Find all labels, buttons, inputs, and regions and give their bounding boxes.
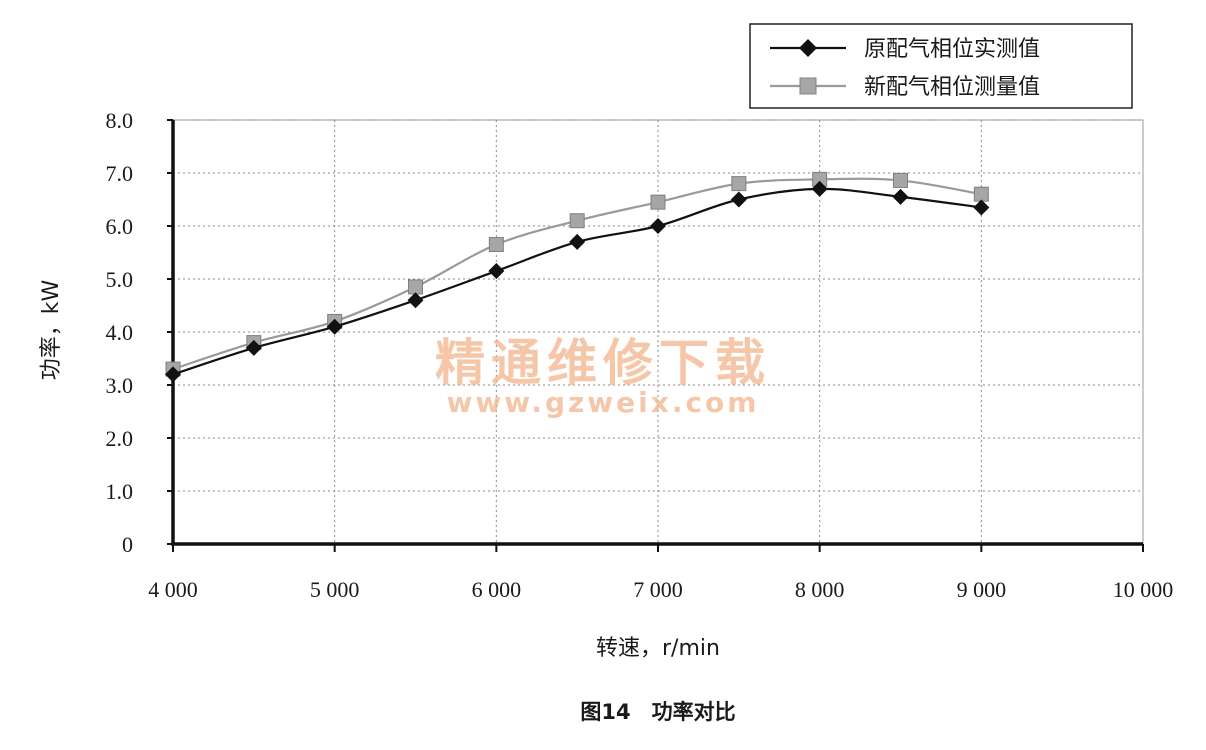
- x-tick-label: 10 000: [1113, 577, 1174, 602]
- data-point-new: [408, 279, 423, 295]
- legend: 原配气相位实测值 新配气相位测量值: [749, 23, 1133, 109]
- y-tick-label: 7.0: [106, 161, 134, 186]
- x-tick-label: 5 000: [310, 577, 360, 602]
- series-lines: [165, 171, 990, 383]
- data-point-original: [488, 263, 505, 280]
- data-point-new: [650, 194, 666, 210]
- data-point-new: [893, 172, 908, 188]
- legend-marker-square: [799, 77, 817, 95]
- axes: [167, 119, 1144, 552]
- legend-label-new: 新配气相位测量值: [864, 75, 1040, 100]
- watermark-url: www.gzweix.com: [447, 386, 760, 419]
- y-tick-label: 4.0: [106, 320, 134, 345]
- data-point-new: [569, 213, 585, 229]
- x-tick-label: 7 000: [633, 577, 683, 602]
- data-point-original: [407, 292, 424, 309]
- y-tick-label: 2.0: [106, 426, 134, 451]
- data-point-new: [488, 237, 504, 253]
- y-tick-label: 5.0: [106, 267, 134, 292]
- x-tick-label: 6 000: [472, 577, 522, 602]
- y-tick-label: 0: [122, 532, 133, 557]
- data-point-original: [569, 233, 586, 250]
- y-tick-label: 3.0: [106, 373, 134, 398]
- y-axis-title: 功率，kW: [39, 280, 64, 381]
- figure-caption: 图14 功率对比: [580, 700, 735, 724]
- data-point-original: [245, 339, 262, 356]
- tick-labels: 0 1.0 2.0 3.0 4.0 5.0 6.0 7.0 8.0 4 000 5 000 6 000…: [106, 108, 1174, 602]
- legend-label-original: 原配气相位实测值: [864, 37, 1040, 62]
- data-point-new: [731, 176, 747, 192]
- legend-marker-diamond: [799, 39, 817, 57]
- watermark: 精通维修下载 www.gzweix.com: [435, 334, 771, 419]
- watermark-text: 精通维修下载: [435, 334, 771, 392]
- x-tick-label: 8 000: [795, 577, 845, 602]
- data-point-original: [973, 199, 990, 216]
- x-axis-title: 转速，r/min: [596, 636, 720, 661]
- data-point-original: [650, 218, 666, 234]
- y-tick-label: 8.0: [106, 108, 134, 133]
- data-point-original: [811, 180, 828, 197]
- y-tick-label: 6.0: [106, 214, 134, 239]
- data-point-new: [973, 186, 989, 202]
- x-tick-label: 4 000: [148, 577, 198, 602]
- data-point-original: [326, 318, 343, 335]
- data-point-original: [165, 366, 181, 383]
- x-tick-label: 9 000: [957, 577, 1007, 602]
- data-point-original: [730, 191, 747, 208]
- data-point-original: [892, 188, 909, 205]
- y-tick-label: 1.0: [106, 479, 134, 504]
